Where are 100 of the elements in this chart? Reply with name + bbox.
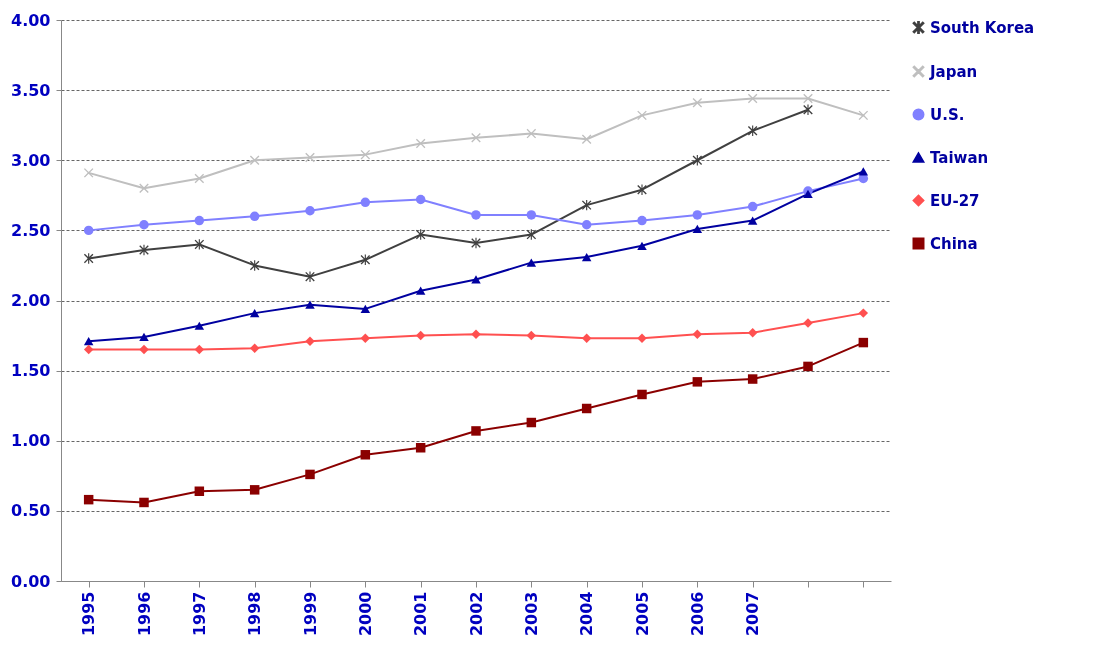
point <box>637 184 647 195</box>
point <box>139 497 149 508</box>
point <box>415 330 426 341</box>
point <box>692 155 703 166</box>
point <box>581 252 592 262</box>
point <box>139 344 149 355</box>
point <box>415 443 426 453</box>
point <box>581 333 592 344</box>
point <box>637 241 647 250</box>
x-tick-label: 2000 <box>355 591 375 637</box>
point <box>83 225 94 236</box>
x-tick-label: 1995 <box>79 591 99 637</box>
point <box>83 337 94 346</box>
point <box>692 210 703 220</box>
point <box>526 229 537 240</box>
point <box>747 374 758 384</box>
x-tick-label: 1996 <box>134 591 154 637</box>
x-tick-label: 2006 <box>687 591 707 637</box>
point <box>249 211 260 222</box>
x-tick-label: 2003 <box>521 591 541 637</box>
point <box>471 133 481 143</box>
point <box>637 110 647 121</box>
point <box>360 197 371 208</box>
point <box>83 494 94 505</box>
point <box>581 134 592 144</box>
y-tick-label: 3.00 <box>11 150 51 170</box>
point <box>526 417 537 428</box>
point <box>526 210 537 220</box>
point <box>692 224 703 234</box>
point <box>415 229 426 240</box>
y-tick-label: 0.00 <box>11 571 51 591</box>
point <box>803 93 813 104</box>
point <box>526 128 537 139</box>
point <box>471 426 481 436</box>
x-tick-label: 1998 <box>245 591 265 637</box>
x-tick-label: 2007 <box>743 591 763 637</box>
point <box>747 201 758 212</box>
x-tick-label: 2004 <box>577 591 597 637</box>
point <box>83 253 94 264</box>
y-tick-label: 2.00 <box>11 291 51 310</box>
point <box>360 304 371 314</box>
point <box>139 183 149 194</box>
x-tick-label: 2002 <box>466 591 486 637</box>
point <box>249 155 260 165</box>
y-tick-label: 4.00 <box>11 10 51 30</box>
x-tick-label: 1997 <box>189 591 209 637</box>
point <box>526 258 537 267</box>
point <box>747 125 758 137</box>
point <box>747 328 758 338</box>
point <box>360 450 371 460</box>
point <box>249 343 260 353</box>
point <box>83 168 94 178</box>
point <box>581 403 592 414</box>
point <box>194 215 205 226</box>
x-tick-label: 1999 <box>300 591 320 637</box>
point <box>803 104 813 115</box>
x-tick-label: 2001 <box>411 591 431 637</box>
point <box>360 254 371 266</box>
point <box>415 138 426 149</box>
point <box>415 194 426 205</box>
point <box>305 206 315 216</box>
point <box>249 309 260 318</box>
point <box>415 286 426 295</box>
y-tick-label: 2.50 <box>11 220 51 240</box>
point <box>581 199 592 211</box>
point <box>471 210 481 220</box>
x-tick-label: 2005 <box>632 591 652 637</box>
point <box>803 361 813 372</box>
point <box>692 98 703 108</box>
legend-label: U.S. <box>930 105 965 124</box>
point <box>858 337 869 348</box>
y-tick-label: 1.00 <box>11 431 51 451</box>
legend-label: China <box>930 234 978 253</box>
legend-label: South Korea <box>930 18 1035 37</box>
point <box>747 216 758 225</box>
point <box>637 215 647 226</box>
point <box>581 220 592 230</box>
point <box>249 260 260 271</box>
legend-label: EU-27 <box>930 191 980 210</box>
point <box>305 271 315 282</box>
point <box>637 333 647 344</box>
point <box>194 173 205 184</box>
y-tick-label: 1.50 <box>11 361 51 381</box>
legend-label: Taiwan <box>930 148 989 167</box>
point <box>637 389 647 400</box>
point <box>471 275 481 284</box>
point <box>139 332 149 342</box>
point <box>83 344 94 355</box>
point <box>858 308 869 318</box>
y-tick-label: 3.50 <box>11 80 51 100</box>
y-tick-label: 0.50 <box>11 501 51 521</box>
point <box>692 377 703 387</box>
point <box>305 300 315 309</box>
point <box>249 485 260 495</box>
point <box>194 486 205 496</box>
point <box>305 469 315 480</box>
point <box>360 333 371 344</box>
point <box>194 239 205 250</box>
point <box>692 329 703 339</box>
legend-label: Japan <box>929 62 978 81</box>
